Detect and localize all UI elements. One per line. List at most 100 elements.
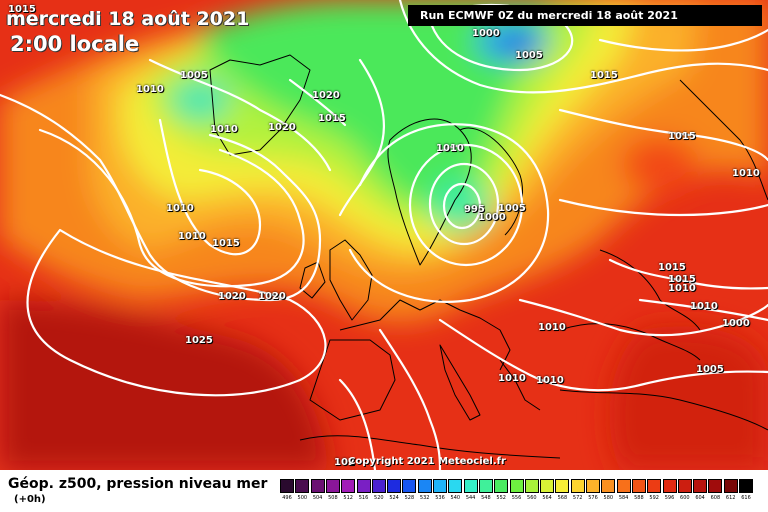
scale-swatch — [693, 479, 708, 493]
scale-tick-label: 572 — [572, 495, 583, 501]
isobar-label: 1010 — [668, 283, 696, 294]
isobar-label: 1020 — [218, 291, 246, 302]
scale-swatch — [509, 479, 524, 493]
isobar-label: 1020 — [312, 90, 340, 101]
forecast-offset: (+0h) — [14, 494, 46, 505]
scale-tick-label: 596 — [664, 495, 675, 501]
scale-tick-label: 536 — [435, 495, 445, 501]
map-caption: Géop. z500, pression niveau mer — [8, 476, 268, 492]
scale-swatch — [540, 479, 555, 493]
scale-swatch — [723, 479, 738, 493]
legend-footer: Géop. z500, pression niveau mer (+0h) 49… — [0, 470, 768, 512]
scale-tick-label: 588 — [634, 495, 644, 501]
scale-tick-label: 500 — [297, 495, 308, 501]
isobar-label: 1020 — [268, 122, 296, 133]
scale-swatch — [387, 479, 402, 493]
scale-swatch — [341, 479, 356, 493]
scale-tick-label: 504 — [312, 495, 323, 501]
scale-swatch — [662, 479, 677, 493]
copyright-notice: Copyright 2021 Meteociel.fr — [348, 456, 506, 467]
isobar-label: 1010 — [536, 375, 564, 386]
weather-map: mercredi 18 août 2021 2:00 locale Run EC… — [0, 0, 768, 470]
isobar-label: 1010 — [210, 124, 238, 135]
scale-tick-label: 592 — [649, 495, 659, 501]
isobar-label: 1015 — [590, 70, 618, 81]
scale-swatch — [433, 479, 447, 493]
scale-swatch — [708, 479, 723, 493]
isobar-label: 1010 — [178, 231, 206, 242]
isobar-label: 1005 — [696, 364, 724, 375]
isobar-label: 1005 — [498, 203, 526, 214]
scale-swatch — [647, 479, 662, 493]
isobar-label: 995 — [464, 204, 485, 215]
forecast-date: mercredi 18 août 2021 — [6, 8, 250, 30]
scale-tick-label: 524 — [389, 495, 399, 501]
isobar-label: 1010 — [166, 203, 194, 214]
scale-swatch — [478, 479, 493, 493]
scale-tick-label: 520 — [374, 495, 384, 501]
scale-swatch — [402, 479, 417, 493]
scale-swatch — [570, 479, 585, 493]
scale-tick-label: 544 — [465, 495, 476, 501]
isobar-label: 1010 — [538, 322, 566, 333]
geopotential-field — [0, 0, 768, 470]
scale-tick-label: 616 — [741, 495, 751, 501]
scale-tick-label: 548 — [481, 495, 491, 501]
scale-tick-label: 556 — [511, 495, 522, 501]
isobar-label: 1010 — [690, 301, 718, 312]
isobar-label: 1015 — [318, 113, 346, 124]
isobar-label: 1025 — [185, 335, 213, 346]
scale-tick-label: 600 — [680, 495, 690, 501]
isobar-label: 1010 — [136, 84, 164, 95]
isobar-label: 1015 — [212, 238, 240, 249]
isobar-label: 1015 — [8, 4, 36, 15]
scale-swatch — [463, 479, 478, 493]
scale-swatch — [417, 479, 432, 493]
scale-tick-label: 516 — [358, 495, 369, 501]
isobar-label: 1015 — [668, 274, 696, 285]
isobar-label: 102 — [334, 457, 355, 468]
scale-swatch — [739, 479, 753, 493]
scale-tick-label: 568 — [557, 495, 568, 501]
scale-tick-label: 608 — [710, 495, 721, 501]
scale-swatch — [586, 479, 600, 493]
scale-swatch — [310, 479, 325, 493]
scale-swatch — [371, 479, 386, 493]
scale-tick-label: 496 — [282, 495, 292, 501]
scale-swatch — [295, 479, 310, 493]
isobar-label: 1010 — [732, 168, 760, 179]
scale-tick-label: 576 — [588, 495, 598, 501]
scale-swatch — [524, 479, 539, 493]
scale-swatch — [325, 479, 340, 493]
color-scale: 496 500 504 508 512 516 520 524 528 532 536 540 544 5… — [280, 479, 760, 507]
scale-swatch — [494, 479, 509, 493]
scale-tick-label: 564 — [542, 495, 552, 501]
isobar-label: 1015 — [658, 262, 686, 273]
scale-swatch — [356, 479, 371, 493]
isobar-label: 1000 — [478, 212, 506, 223]
scale-tick-label: 540 — [450, 495, 461, 501]
scale-tick-label: 512 — [343, 495, 353, 501]
scale-swatch — [677, 479, 692, 493]
scale-tick-label: 552 — [496, 495, 506, 501]
scale-tick-label: 584 — [618, 495, 629, 501]
isobar-label: 1020 — [258, 291, 286, 302]
scale-swatch — [280, 479, 294, 493]
isobar-label: 1010 — [498, 373, 526, 384]
scale-tick-label: 612 — [725, 495, 736, 501]
run-label: Run ECMWF 0Z du mercredi 18 août 2021 — [420, 9, 678, 22]
isobar-label: 1010 — [436, 143, 464, 154]
scale-tick-label: 604 — [695, 495, 705, 501]
scale-tick-label: 580 — [603, 495, 614, 501]
scale-tick-label: 508 — [328, 495, 338, 501]
forecast-time: 2:00 locale — [10, 32, 140, 56]
isobar-label: 1005 — [515, 50, 543, 61]
scale-swatch — [601, 479, 616, 493]
run-info-box: Run ECMWF 0Z du mercredi 18 août 2021 — [408, 5, 762, 26]
scale-swatch — [616, 479, 631, 493]
scale-tick-label: 528 — [404, 495, 415, 501]
scale-tick-label: 560 — [527, 495, 537, 501]
scale-swatch — [555, 479, 570, 493]
isobar-label: 1015 — [668, 131, 696, 142]
scale-tick-label: 532 — [419, 495, 430, 501]
